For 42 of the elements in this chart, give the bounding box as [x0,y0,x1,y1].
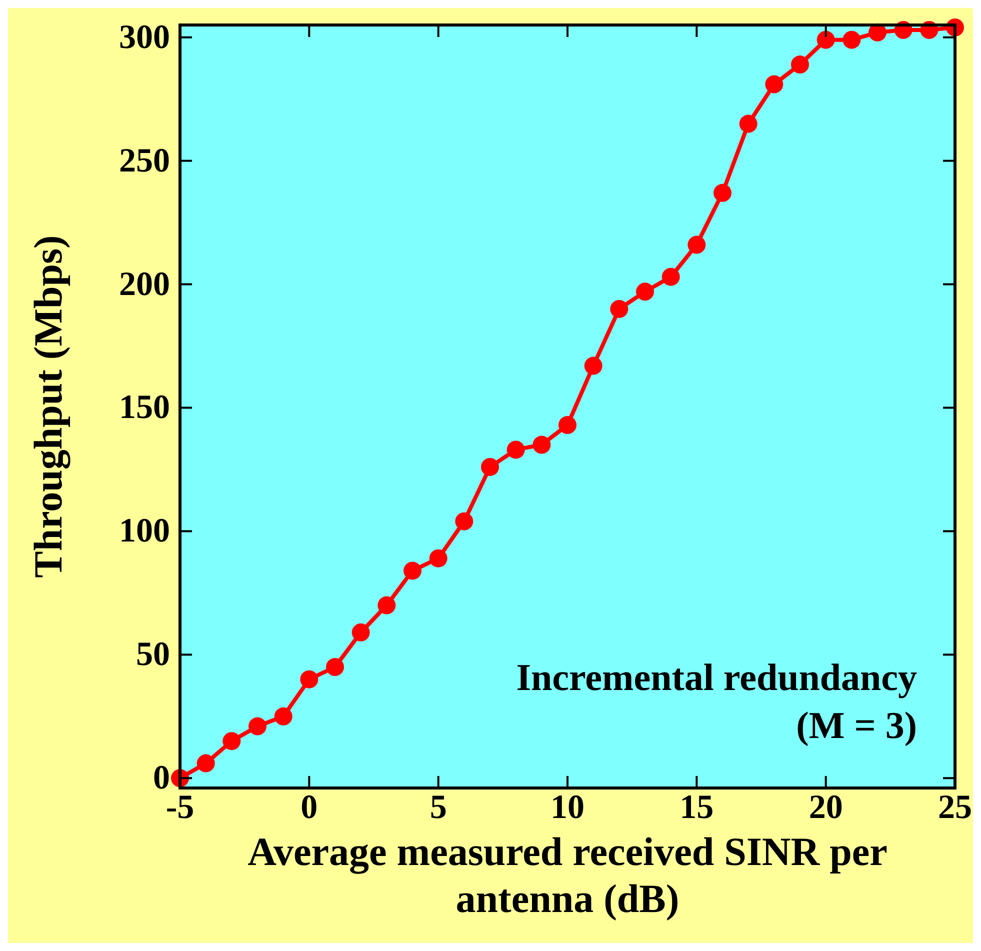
point [558,416,576,434]
point [739,114,758,133]
point [584,356,602,375]
point [506,440,525,459]
x-tick-label: 25 [938,789,972,826]
point [636,282,654,301]
point [196,754,215,772]
y-tick-label: 250 [119,142,170,180]
y-tick-label: 100 [119,512,170,550]
annotation: (M = 3) [796,705,917,747]
x-tick-label: 10 [550,789,584,826]
point [662,268,680,286]
point [481,458,499,476]
point [274,707,292,726]
point [714,184,732,202]
point [404,562,422,580]
x-tick-label: 0 [300,789,318,826]
point [816,30,835,49]
point [532,436,551,454]
point [326,658,344,676]
point [765,75,784,94]
y-tick-label: 150 [119,389,170,426]
point [688,236,706,254]
x-axis-title: Average measured received SINR per antenna (dB) [246,828,888,922]
x-tick-label: 20 [808,789,843,826]
point [222,732,241,750]
point [248,717,266,736]
y-tick-label: 50 [136,636,170,674]
point [610,300,628,318]
x-tick-label: 15 [680,789,714,826]
y-tick-label: 200 [119,266,170,303]
point [378,596,396,614]
x-tick-label: 5 [430,789,447,826]
point [352,623,370,642]
y-axis-title: Throughput (Mbps) [26,235,70,578]
y-tick-label: 300 [119,18,170,56]
point [791,56,809,74]
point [429,549,448,568]
point [300,670,318,688]
point [455,512,474,530]
annotation: Incremental redundancy [516,657,917,699]
point [842,30,861,49]
